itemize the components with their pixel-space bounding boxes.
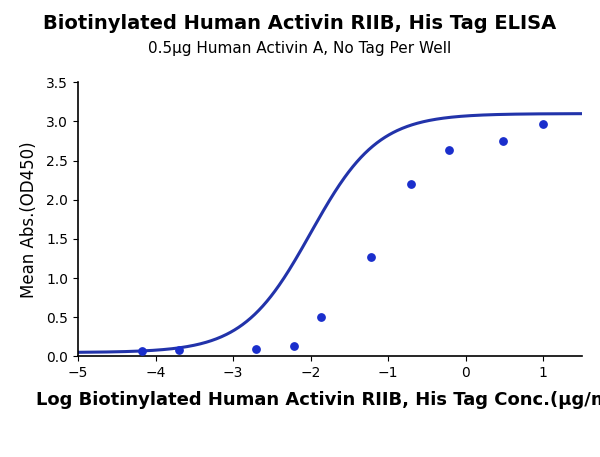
Point: [444, 147, 454, 154]
Text: 0.5μg Human Activin A, No Tag Per Well: 0.5μg Human Activin A, No Tag Per Well: [148, 41, 452, 56]
Text: Biotinylated Human Activin RIIB, His Tag ELISA: Biotinylated Human Activin RIIB, His Tag…: [43, 14, 557, 33]
Point: [366, 253, 376, 260]
Point: [498, 138, 508, 145]
Point: [538, 120, 548, 128]
X-axis label: Log Biotinylated Human Activin RIIB, His Tag Conc.(μg/ml): Log Biotinylated Human Activin RIIB, His…: [36, 391, 600, 409]
Point: [407, 181, 416, 188]
Point: [251, 345, 261, 352]
Y-axis label: Mean Abs.(OD450): Mean Abs.(OD450): [20, 141, 38, 298]
Point: [174, 346, 184, 354]
Point: [316, 314, 325, 321]
Point: [289, 343, 298, 350]
Point: [137, 347, 147, 355]
